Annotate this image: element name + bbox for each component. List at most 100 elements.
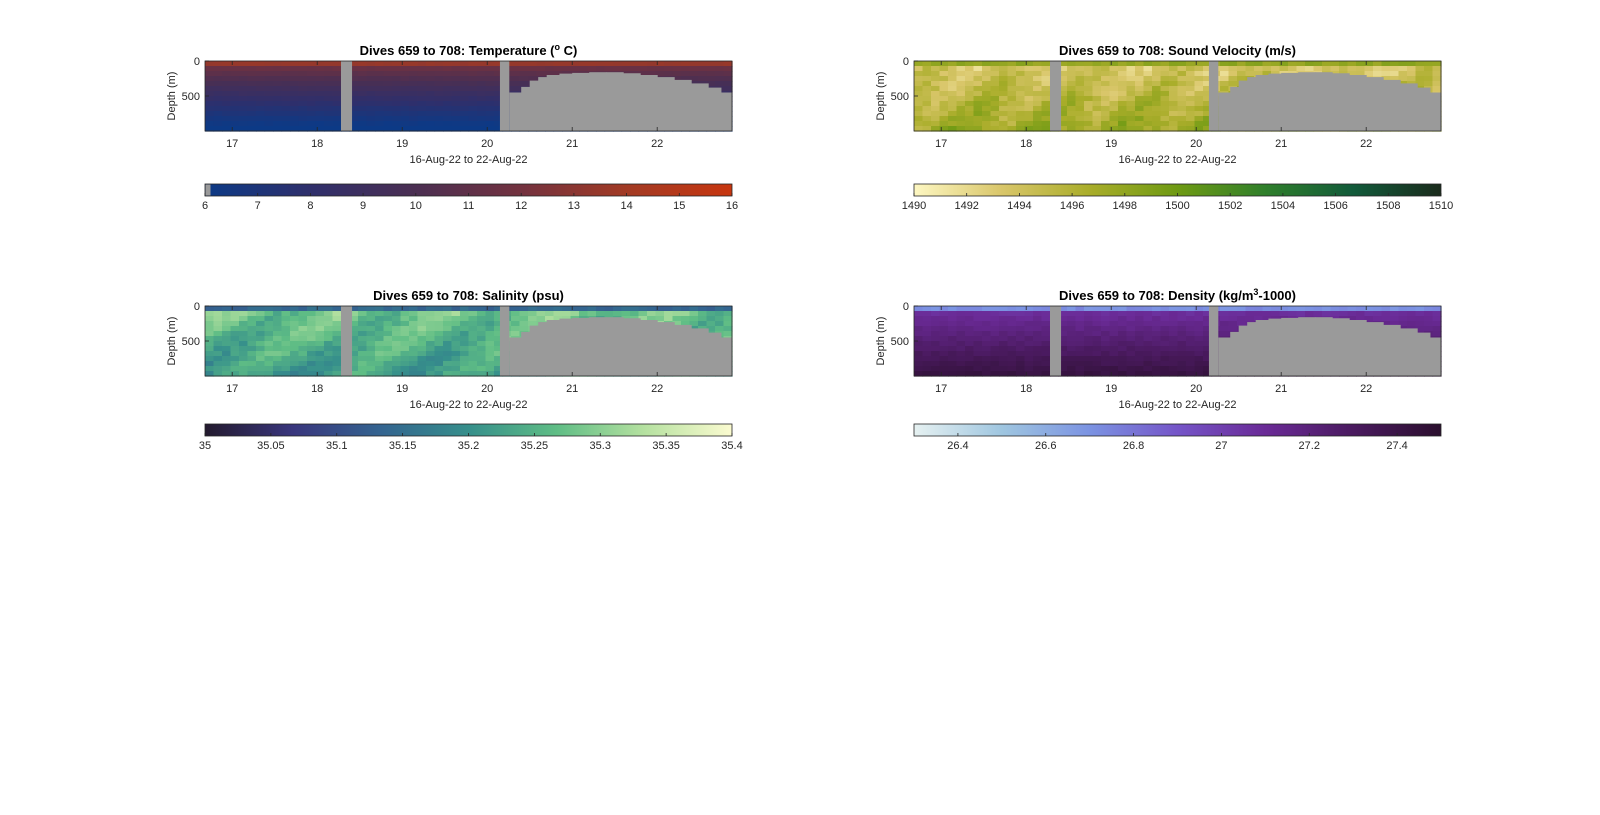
heatmap-cell — [1109, 311, 1119, 317]
heatmap-cell — [922, 61, 932, 67]
heatmap-cell — [366, 86, 376, 92]
heatmap-cell — [239, 356, 249, 362]
heatmap-cell — [939, 356, 949, 362]
heatmap-cell — [485, 121, 495, 127]
heatmap-cell — [468, 331, 478, 337]
heatmap-cell — [230, 306, 240, 312]
heatmap-cell — [1245, 306, 1255, 312]
heatmap-cell — [956, 126, 966, 132]
heatmap-cell — [230, 111, 240, 117]
heatmap-cell — [570, 61, 580, 67]
heatmap-cell — [965, 116, 975, 122]
heatmap-cell — [1432, 81, 1442, 87]
heatmap-cell — [973, 316, 983, 322]
heatmap-cell — [939, 336, 949, 342]
heatmap-cell — [1339, 61, 1349, 67]
heatmap-cell — [914, 336, 924, 342]
heatmap-cell — [973, 121, 983, 127]
heatmap-cell — [205, 306, 215, 312]
heatmap-cell — [973, 81, 983, 87]
heatmap-cell — [222, 316, 232, 322]
heatmap-cell — [914, 341, 924, 347]
heatmap-cell — [1101, 321, 1111, 327]
heatmap-cell — [1084, 321, 1094, 327]
heatmap-cell — [213, 371, 223, 377]
heatmap-cell — [494, 361, 504, 367]
heatmap-cell — [485, 116, 495, 122]
heatmap-cell — [1058, 336, 1068, 342]
heatmap-cell — [1177, 346, 1187, 352]
heatmap-cell — [1135, 351, 1145, 357]
heatmap-cell — [939, 311, 949, 317]
heatmap-cell — [460, 341, 470, 347]
heatmap-cell — [485, 96, 495, 102]
heatmap-cell — [1177, 351, 1187, 357]
heatmap-cell — [460, 81, 470, 87]
heatmap-cell — [511, 311, 521, 317]
heatmap-cell — [1245, 61, 1255, 67]
heatmap-cell — [1007, 101, 1017, 107]
heatmap-cell — [982, 121, 992, 127]
heatmap-cell — [1135, 76, 1145, 82]
heatmap-cell — [1126, 86, 1136, 92]
heatmap-cell — [1152, 101, 1162, 107]
heatmap-cell — [1007, 361, 1017, 367]
title-main: Dives 659 to 708: Salinity (psu) — [373, 288, 564, 303]
heatmap-cell — [494, 111, 504, 117]
heatmap-cell — [205, 116, 215, 122]
heatmap-cell — [1118, 316, 1128, 322]
heatmap-cell — [417, 101, 427, 107]
heatmap-cell — [1398, 61, 1408, 67]
heatmap-cell — [1092, 326, 1102, 332]
x-tick-label: 20 — [481, 383, 493, 395]
heatmap-cell — [205, 96, 215, 102]
x-tick-label: 17 — [226, 138, 238, 150]
heatmap-cell — [1126, 341, 1136, 347]
heatmap-cell — [528, 61, 538, 67]
heatmap-cell — [1092, 306, 1102, 312]
heatmap-cell — [1203, 316, 1213, 322]
heatmap-cell — [1092, 121, 1102, 127]
heatmap-cell — [426, 346, 436, 352]
heatmap-cell — [1033, 61, 1043, 67]
x-axis-label: 16-Aug-22 to 22-Aug-22 — [409, 399, 527, 411]
heatmap-cell — [1067, 101, 1077, 107]
heatmap-cell — [239, 76, 249, 82]
heatmap-cell — [706, 316, 716, 322]
heatmap-cell — [247, 86, 257, 92]
heatmap-cell — [1169, 311, 1179, 317]
heatmap-cell — [1398, 306, 1408, 312]
heatmap-cell — [1126, 361, 1136, 367]
heatmap-cell — [307, 346, 317, 352]
heatmap-cell — [965, 126, 975, 132]
heatmap-cell — [939, 66, 949, 72]
heatmap-cell — [256, 121, 266, 127]
heatmap-cell — [1075, 96, 1085, 102]
heatmap-cell — [400, 306, 410, 312]
heatmap-cell — [409, 111, 419, 117]
heatmap-cell — [222, 66, 232, 72]
heatmap-cell — [982, 81, 992, 87]
heatmap-cell — [1160, 306, 1170, 312]
heatmap-cell — [298, 111, 308, 117]
heatmap-cell — [409, 76, 419, 82]
nodata-below-dive — [1298, 72, 1316, 131]
heatmap-cell — [1058, 116, 1068, 122]
heatmap-cell — [213, 106, 223, 112]
heatmap-cell — [264, 341, 274, 347]
nodata-gap — [499, 306, 510, 376]
heatmap-cell — [1313, 66, 1323, 72]
heatmap-cell — [256, 66, 266, 72]
heatmap-cell — [451, 86, 461, 92]
heatmap-cell — [434, 351, 444, 357]
heatmap-cell — [939, 366, 949, 372]
heatmap-cell — [332, 106, 342, 112]
heatmap-cell — [1143, 356, 1153, 362]
heatmap-cell — [494, 86, 504, 92]
heatmap-cell — [1288, 311, 1298, 317]
heatmap-cell — [239, 316, 249, 322]
heatmap-cell — [922, 76, 932, 82]
heatmap-cell — [358, 121, 368, 127]
heatmap-cell — [1143, 366, 1153, 372]
x-tick-label: 21 — [1275, 138, 1287, 150]
